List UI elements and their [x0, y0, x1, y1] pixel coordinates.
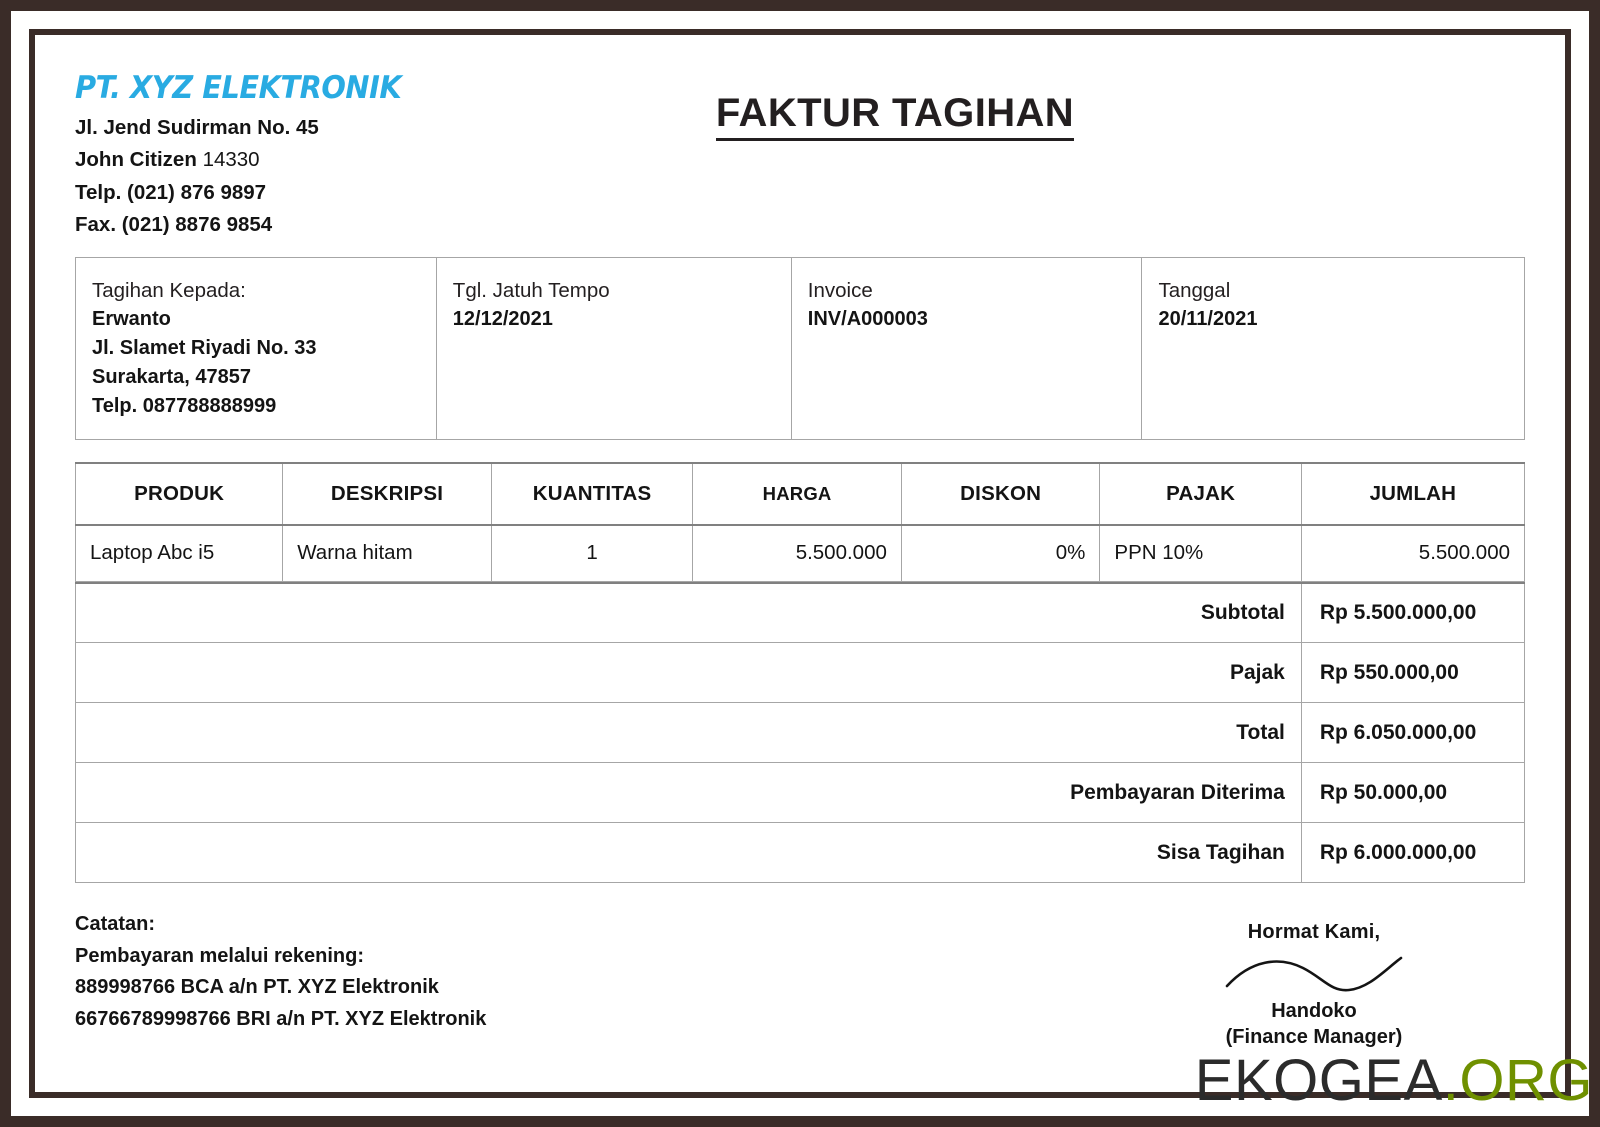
summary-row-total: Total Rp 6.050.000,00: [75, 702, 1526, 764]
bill-to-label: Tagihan Kepada:: [92, 279, 246, 302]
invoice-header: PT. XYZ ELEKTRONIK Jl. Jend Sudirman No.…: [75, 61, 1525, 257]
notes-block: Catatan: Pembayaran melalui rekening: 88…: [75, 909, 486, 1035]
notes-line-1: Pembayaran melalui rekening:: [75, 944, 365, 967]
summary-label-pajak: Pajak: [75, 642, 1302, 704]
notes-line-2: 889998766 BCA a/n PT. XYZ Elektronik: [75, 976, 439, 999]
cell-jumlah: 5.500.000: [1300, 524, 1526, 582]
summary-label-sisa-tagihan: Sisa Tagihan: [75, 822, 1302, 884]
invoice-meta-row: Tagihan Kepada: Erwanto Jl. Slamet Riyad…: [75, 256, 1525, 441]
cell-pajak: PPN 10%: [1099, 524, 1302, 582]
document-title-wrap: FAKTUR TAGIHAN: [615, 91, 1175, 141]
company-block: PT. XYZ ELEKTRONIK Jl. Jend Sudirman No.…: [75, 73, 635, 242]
summary-row-pajak: Pajak Rp 550.000,00: [75, 642, 1526, 704]
column-header-deskripsi: DESKRIPSI: [282, 462, 492, 527]
signature-greeting: Hormat Kami,: [1247, 921, 1381, 944]
summary-row-subtotal: Subtotal Rp 5.500.000,00: [75, 581, 1526, 644]
summary-value-total: Rp 6.050.000,00: [1300, 702, 1526, 764]
invoice-number-label: Invoice: [807, 279, 873, 302]
notes-title: Catatan:: [75, 913, 156, 936]
summary-label-pembayaran-diterima: Pembayaran Diterima: [75, 762, 1302, 824]
cell-kuantitas: 1: [490, 524, 694, 582]
bill-to-address: Jl. Slamet Riyadi No. 33: [92, 337, 317, 360]
company-postcode: 14330: [202, 148, 260, 172]
table-row: Laptop Abc i5 Warna hitam 1 5.500.000 0%…: [74, 524, 1526, 582]
due-date-cell: Tgl. Jatuh Tempo 12/12/2021: [435, 256, 792, 441]
invoice-date-cell: Tanggal 20/11/2021: [1141, 256, 1525, 441]
invoice-date-label: Tanggal: [1158, 279, 1231, 302]
column-header-jumlah: JUMLAH: [1300, 462, 1526, 527]
summary-table: Subtotal Rp 5.500.000,00 Pajak Rp 550.00…: [75, 581, 1526, 884]
page-title: FAKTUR TAGIHAN: [715, 91, 1075, 141]
handwritten-signature-icon: [1225, 956, 1403, 992]
summary-value-sisa-tagihan: Rp 6.000.000,00: [1300, 822, 1526, 884]
company-fax: Fax. (021) 8876 9854: [75, 213, 273, 237]
invoice-number-value: INV/A000003: [807, 308, 928, 331]
company-logo: PT. XYZ ELEKTRONIK: [75, 70, 402, 106]
summary-row-pembayaran-diterima: Pembayaran Diterima Rp 50.000,00: [75, 762, 1526, 824]
column-header-pajak: PAJAK: [1099, 462, 1302, 527]
due-date-value: 12/12/2021: [452, 308, 553, 331]
invoice-footer: Catatan: Pembayaran melalui rekening: 88…: [75, 909, 1525, 1099]
invoice-meta-table: Tagihan Kepada: Erwanto Jl. Slamet Riyad…: [75, 256, 1525, 441]
notes-line-3: 66766789998766 BRI a/n PT. XYZ Elektroni…: [75, 1007, 487, 1030]
company-contact-line: John Citizen 14330: [75, 144, 635, 176]
cell-produk: Laptop Abc i5: [74, 524, 284, 582]
summary-value-pajak: Rp 550.000,00: [1300, 642, 1526, 704]
column-header-diskon: DISKON: [900, 462, 1101, 527]
bill-to-name: Erwanto: [92, 308, 171, 331]
bill-to-phone: Telp. 087788888999: [92, 395, 277, 418]
column-header-produk: PRODUK: [74, 462, 284, 527]
column-header-harga: HARGA: [692, 462, 902, 527]
invoice-sheet: PT. XYZ ELEKTRONIK Jl. Jend Sudirman No.…: [35, 35, 1565, 1092]
company-address: Jl. Jend Sudirman No. 45: [75, 116, 319, 139]
line-items-header-row: PRODUK DESKRIPSI KUANTITAS HARGA DISKON …: [74, 462, 1526, 527]
invoice-number-cell: Invoice INV/A000003: [790, 256, 1143, 441]
signatory-role: (Finance Manager): [1225, 1026, 1403, 1049]
signatory-name: Handoko: [1271, 1000, 1357, 1023]
summary-value-pembayaran-diterima: Rp 50.000,00: [1300, 762, 1526, 824]
due-date-label: Tgl. Jatuh Tempo: [452, 279, 610, 302]
bill-to-cell: Tagihan Kepada: Erwanto Jl. Slamet Riyad…: [75, 256, 437, 441]
cell-deskripsi: Warna hitam: [282, 524, 492, 582]
column-header-kuantitas: KUANTITAS: [490, 462, 694, 527]
summary-row-sisa-tagihan: Sisa Tagihan Rp 6.000.000,00: [75, 822, 1526, 884]
summary-label-subtotal: Subtotal: [75, 581, 1302, 644]
summary-label-total: Total: [75, 702, 1302, 764]
line-items-table: PRODUK DESKRIPSI KUANTITAS HARGA DISKON …: [74, 462, 1526, 582]
bill-to-city: Surakarta, 47857: [92, 366, 252, 389]
cell-harga: 5.500.000: [692, 524, 902, 582]
inner-page-border: PT. XYZ ELEKTRONIK Jl. Jend Sudirman No.…: [29, 29, 1571, 1098]
signature-block: Hormat Kami, Handoko (Finance Manager): [1149, 921, 1479, 1049]
company-phone: Telp. (021) 876 9897: [75, 180, 267, 204]
company-contact-name: John Citizen: [75, 148, 197, 172]
invoice-date-value: 20/11/2021: [1158, 308, 1258, 331]
summary-value-subtotal: Rp 5.500.000,00: [1300, 581, 1526, 644]
cell-diskon: 0%: [900, 524, 1101, 582]
